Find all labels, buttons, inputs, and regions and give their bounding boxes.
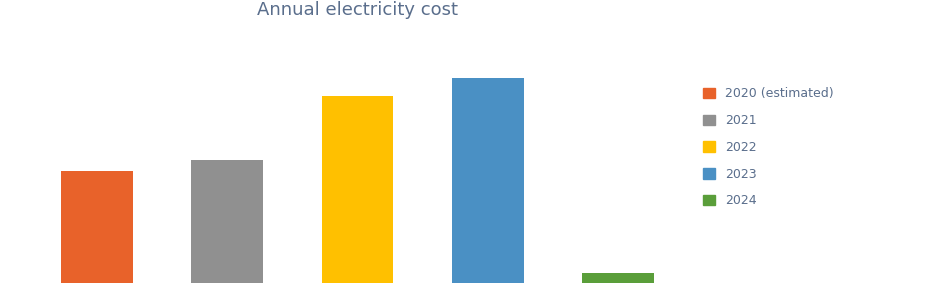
Bar bbox=[61, 171, 133, 283]
Title: Annual electricity cost: Annual electricity cost bbox=[257, 1, 458, 19]
Legend: 2020 (estimated), 2021, 2022, 2023, 2024: 2020 (estimated), 2021, 2022, 2023, 2024 bbox=[703, 87, 834, 208]
Bar bbox=[452, 77, 524, 283]
Bar bbox=[322, 96, 393, 283]
Bar bbox=[582, 273, 654, 283]
Bar bbox=[191, 160, 263, 283]
